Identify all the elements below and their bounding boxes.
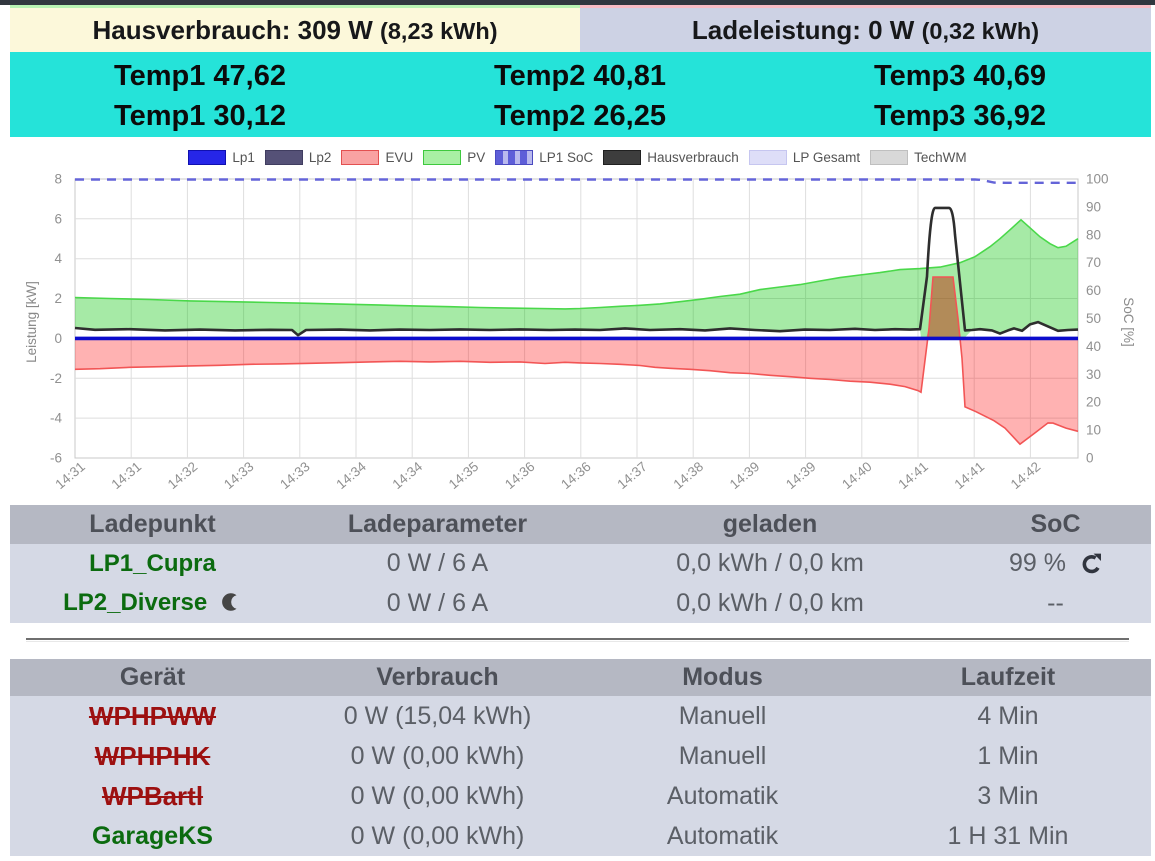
svg-text:14:38: 14:38	[671, 459, 707, 492]
svg-text:14:33: 14:33	[277, 459, 313, 492]
svg-text:6: 6	[54, 211, 62, 226]
svg-text:14:35: 14:35	[446, 459, 482, 492]
svg-text:2: 2	[54, 291, 62, 306]
svg-text:14:36: 14:36	[502, 459, 538, 492]
svg-text:Leistung [kW]: Leistung [kW]	[24, 281, 39, 363]
svg-text:0: 0	[1086, 451, 1094, 466]
svg-text:90: 90	[1086, 199, 1101, 214]
svg-text:14:40: 14:40	[839, 459, 875, 492]
svg-text:40: 40	[1086, 339, 1101, 354]
svg-text:70: 70	[1086, 255, 1101, 270]
svg-text:14:32: 14:32	[165, 459, 201, 492]
svg-text:60: 60	[1086, 283, 1101, 298]
svg-text:14:36: 14:36	[558, 459, 594, 492]
svg-text:0: 0	[54, 331, 62, 346]
svg-text:SoC [%]: SoC [%]	[1121, 297, 1136, 347]
svg-text:100: 100	[1086, 172, 1109, 187]
svg-text:4: 4	[54, 251, 62, 266]
svg-text:8: 8	[54, 172, 62, 187]
svg-text:14:33: 14:33	[221, 459, 257, 492]
svg-text:14:34: 14:34	[333, 459, 369, 493]
svg-text:20: 20	[1086, 395, 1101, 410]
svg-text:14:39: 14:39	[783, 459, 819, 492]
svg-text:30: 30	[1086, 367, 1101, 382]
svg-text:-2: -2	[50, 371, 62, 386]
svg-text:14:37: 14:37	[614, 459, 650, 492]
svg-text:14:42: 14:42	[1008, 459, 1044, 492]
svg-text:14:34: 14:34	[390, 459, 426, 493]
svg-text:50: 50	[1086, 311, 1101, 326]
svg-text:-4: -4	[50, 411, 62, 426]
svg-text:-6: -6	[50, 451, 62, 466]
svg-text:80: 80	[1086, 227, 1101, 242]
svg-text:14:39: 14:39	[727, 459, 763, 492]
svg-text:10: 10	[1086, 423, 1101, 438]
svg-text:14:41: 14:41	[895, 459, 931, 492]
svg-text:14:41: 14:41	[952, 459, 988, 492]
svg-text:14:31: 14:31	[109, 459, 145, 492]
